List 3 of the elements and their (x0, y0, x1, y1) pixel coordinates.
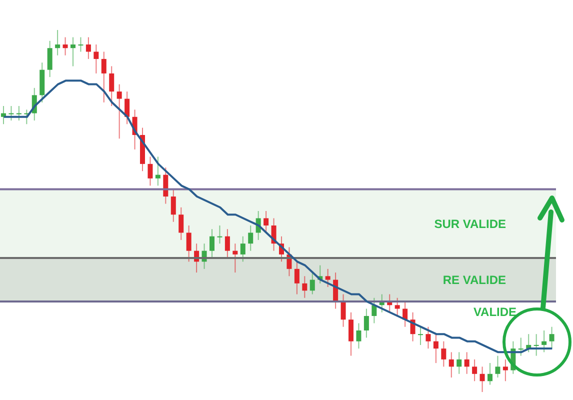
band-label: RE VALIDE (442, 273, 506, 288)
annotation: VALIDE (473, 305, 517, 319)
band-label: SUR VALIDE (434, 216, 506, 231)
